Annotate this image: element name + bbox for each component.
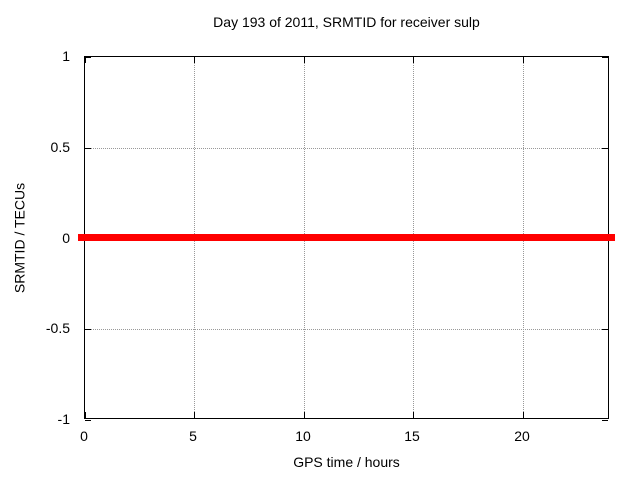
x-tick-label-10: 10 — [295, 428, 311, 444]
x-tick-bottom-10 — [304, 412, 305, 418]
x-tick-top-0 — [85, 57, 86, 63]
y-tick-left--0.5 — [85, 329, 91, 330]
y-tick-right--0.5 — [602, 329, 608, 330]
x-tick-top-5 — [194, 57, 195, 63]
y-tick-label-0: 0 — [62, 230, 70, 246]
y-tick-left-0.5 — [85, 148, 91, 149]
x-tick-bottom-15 — [413, 412, 414, 418]
x-tick-label-0: 0 — [80, 428, 88, 444]
y-tick-right--1 — [602, 420, 608, 421]
y-tick-left--1 — [85, 420, 91, 421]
x-tick-label-5: 5 — [189, 428, 197, 444]
x-tick-bottom-5 — [194, 412, 195, 418]
x-axis-label: GPS time / hours — [293, 454, 400, 470]
x-tick-label-20: 20 — [514, 428, 530, 444]
y-tick-label-1: 1 — [62, 48, 70, 64]
y-tick-label-0.5: 0.5 — [50, 139, 70, 155]
x-tick-label-15: 15 — [404, 428, 420, 444]
gridline-y-0.5 — [85, 148, 608, 149]
x-tick-bottom-20 — [523, 412, 524, 418]
x-tick-top-10 — [304, 57, 305, 63]
gridline-y--0.5 — [85, 329, 608, 330]
x-tick-top-20 — [523, 57, 524, 63]
y-tick-right-1 — [602, 57, 608, 58]
x-tick-top-15 — [413, 57, 414, 63]
y-tick-label--1: -1 — [57, 411, 70, 427]
y-tick-label--0.5: -0.5 — [45, 320, 70, 336]
x-tick-bottom-0 — [85, 412, 86, 418]
chart-title: Day 193 of 2011, SRMTID for receiver sul… — [213, 14, 480, 30]
data-series-line-SRMTID — [78, 234, 615, 241]
y-tick-left-1 — [85, 57, 91, 58]
y-tick-right-0.5 — [602, 148, 608, 149]
